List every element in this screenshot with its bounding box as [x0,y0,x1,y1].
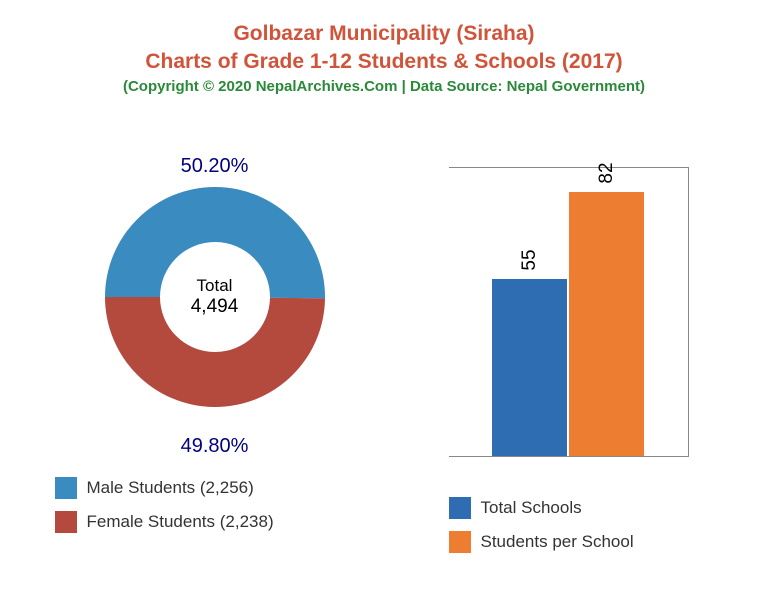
bar-value-label: 82 [596,162,618,183]
legend-label: Female Students (2,238) [87,512,274,532]
title-copyright: (Copyright © 2020 NepalArchives.Com | Da… [30,77,738,97]
legend-label: Students per School [481,532,634,552]
legend-item: Total Schools [449,497,634,519]
donut-pct-bottom: 49.80% [181,435,249,458]
legend-swatch [55,511,77,533]
legend-label: Total Schools [481,498,582,518]
title-line-2: Charts of Grade 1-12 Students & Schools … [30,48,738,76]
legend-item: Students per School [449,531,634,553]
legend-item: Male Students (2,256) [55,477,274,499]
bar: 82 [569,192,644,456]
bar-chart: 5582 [449,167,689,457]
bar-value-label: 55 [519,249,541,270]
legend-item: Female Students (2,238) [55,511,274,533]
bar-legend: Total Schools Students per School [419,497,634,565]
donut-pct-top: 50.20% [181,155,249,178]
charts-row: 50.20% Total 4,494 49.80% Male Students … [30,137,738,567]
bar-panel: 5582 Total SchoolsStudents per School [419,137,719,565]
legend-label: Male Students (2,256) [87,478,254,498]
donut-panel: 50.20% Total 4,494 49.80% Male Students … [50,137,380,545]
donut-center: Total 4,494 [191,276,239,318]
legend-swatch [55,477,77,499]
donut-center-value: 4,494 [191,296,239,318]
legend-swatch [449,497,471,519]
donut-chart: Total 4,494 [105,187,325,407]
title-line-1: Golbazar Municipality (Siraha) [30,20,738,48]
donut-center-label: Total [191,276,239,296]
title-block: Golbazar Municipality (Siraha) Charts of… [30,20,738,97]
bar: 55 [492,279,567,456]
donut-legend: Male Students (2,256) Female Students (2,… [50,477,274,545]
legend-swatch [449,531,471,553]
